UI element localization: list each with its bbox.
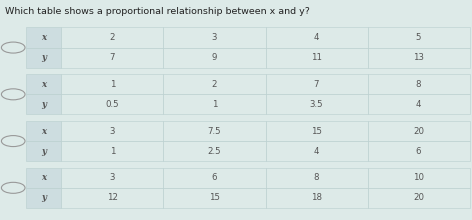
FancyBboxPatch shape [26,121,61,141]
FancyBboxPatch shape [26,141,61,161]
Text: 11: 11 [311,53,322,62]
Text: 15: 15 [311,126,322,136]
Text: 7.5: 7.5 [208,126,221,136]
FancyBboxPatch shape [26,74,61,94]
FancyBboxPatch shape [61,141,163,161]
Text: 6: 6 [212,173,217,182]
FancyBboxPatch shape [61,94,163,114]
FancyBboxPatch shape [265,141,368,161]
Text: 1: 1 [212,100,217,109]
FancyBboxPatch shape [163,188,265,208]
FancyBboxPatch shape [163,48,265,68]
FancyBboxPatch shape [26,188,61,208]
Text: x: x [41,126,46,136]
Text: 3.5: 3.5 [310,100,323,109]
Text: x: x [41,173,46,182]
FancyBboxPatch shape [368,48,470,68]
FancyBboxPatch shape [368,188,470,208]
Text: 20: 20 [413,193,424,202]
Text: 8: 8 [416,80,421,89]
FancyBboxPatch shape [368,28,470,48]
FancyBboxPatch shape [265,168,368,188]
Text: y: y [41,53,46,62]
FancyBboxPatch shape [368,94,470,114]
Text: 2.5: 2.5 [208,147,221,156]
Text: 15: 15 [209,193,220,202]
Text: Which table shows a proportional relationship between x and y?: Which table shows a proportional relatio… [5,7,310,16]
FancyBboxPatch shape [265,28,368,48]
FancyBboxPatch shape [61,188,163,208]
FancyBboxPatch shape [265,74,368,94]
Text: 2: 2 [110,33,115,42]
Text: 10: 10 [413,173,424,182]
Text: 3: 3 [110,126,115,136]
FancyBboxPatch shape [26,168,61,188]
Text: 18: 18 [311,193,322,202]
Text: 7: 7 [314,80,319,89]
Text: 4: 4 [314,147,319,156]
Text: 12: 12 [107,193,118,202]
FancyBboxPatch shape [61,48,163,68]
FancyBboxPatch shape [61,74,163,94]
FancyBboxPatch shape [26,48,61,68]
FancyBboxPatch shape [163,168,265,188]
FancyBboxPatch shape [163,121,265,141]
Text: x: x [41,33,46,42]
Text: 9: 9 [212,53,217,62]
FancyBboxPatch shape [265,188,368,208]
FancyBboxPatch shape [265,94,368,114]
Text: 1: 1 [110,147,115,156]
Text: x: x [41,80,46,89]
FancyBboxPatch shape [265,121,368,141]
Text: 4: 4 [314,33,319,42]
FancyBboxPatch shape [26,94,61,114]
Text: 7: 7 [110,53,115,62]
FancyBboxPatch shape [265,48,368,68]
Text: 13: 13 [413,53,424,62]
Text: 3: 3 [110,173,115,182]
FancyBboxPatch shape [368,168,470,188]
FancyBboxPatch shape [368,141,470,161]
FancyBboxPatch shape [26,28,61,48]
FancyBboxPatch shape [368,74,470,94]
Text: 2: 2 [212,80,217,89]
FancyBboxPatch shape [163,28,265,48]
FancyBboxPatch shape [61,121,163,141]
FancyBboxPatch shape [163,74,265,94]
Text: 4: 4 [416,100,421,109]
Text: y: y [41,147,46,156]
FancyBboxPatch shape [163,94,265,114]
Text: 6: 6 [416,147,421,156]
Text: 3: 3 [212,33,217,42]
FancyBboxPatch shape [163,141,265,161]
FancyBboxPatch shape [61,28,163,48]
Text: 0.5: 0.5 [106,100,119,109]
Text: y: y [41,100,46,109]
FancyBboxPatch shape [368,121,470,141]
Text: 1: 1 [110,80,115,89]
Text: 20: 20 [413,126,424,136]
Text: 8: 8 [314,173,319,182]
FancyBboxPatch shape [61,168,163,188]
Text: y: y [41,193,46,202]
Text: 5: 5 [416,33,421,42]
